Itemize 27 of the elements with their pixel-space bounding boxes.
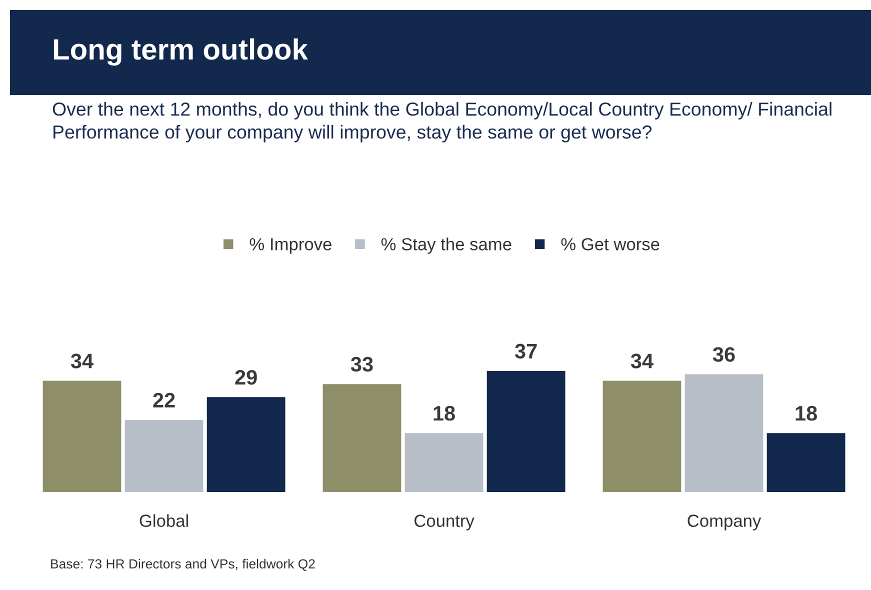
bar bbox=[42, 380, 122, 492]
legend-label: % Stay the same bbox=[381, 238, 512, 254]
bar bbox=[486, 371, 566, 492]
data-label: 18 bbox=[796, 406, 817, 421]
text: Base: 73 HR Directors and VPs, fieldwork Q2 bbox=[51, 558, 315, 571]
legend-label: % Get worse bbox=[561, 238, 660, 250]
bar bbox=[124, 420, 204, 492]
chart-title: Long term outlook bbox=[54, 38, 308, 66]
legend-label: % Improve bbox=[250, 238, 332, 254]
data-label: 22 bbox=[153, 392, 175, 408]
data-label: 33 bbox=[350, 356, 373, 372]
bar bbox=[206, 397, 286, 492]
data-label: 29 bbox=[235, 370, 257, 385]
bar bbox=[322, 384, 402, 492]
x-tick-label: Global bbox=[140, 514, 188, 527]
bar bbox=[404, 433, 484, 492]
chart-subtitle: Over the next 12 months, do you think the Global Economy/Local Country Economy/ Financial Performance of your company will improve, stay the same or get worse? bbox=[52, 102, 832, 142]
data-label: 34 bbox=[70, 354, 94, 368]
data-label: 34 bbox=[630, 354, 654, 368]
data-label: 37 bbox=[514, 344, 537, 359]
data-label: 36 bbox=[712, 347, 735, 362]
data-label: 18 bbox=[434, 406, 455, 421]
bar bbox=[766, 433, 846, 492]
bar bbox=[684, 374, 764, 492]
x-tick-label: Country bbox=[414, 514, 474, 530]
x-tick-label: Company bbox=[688, 514, 762, 530]
bar bbox=[602, 380, 682, 492]
